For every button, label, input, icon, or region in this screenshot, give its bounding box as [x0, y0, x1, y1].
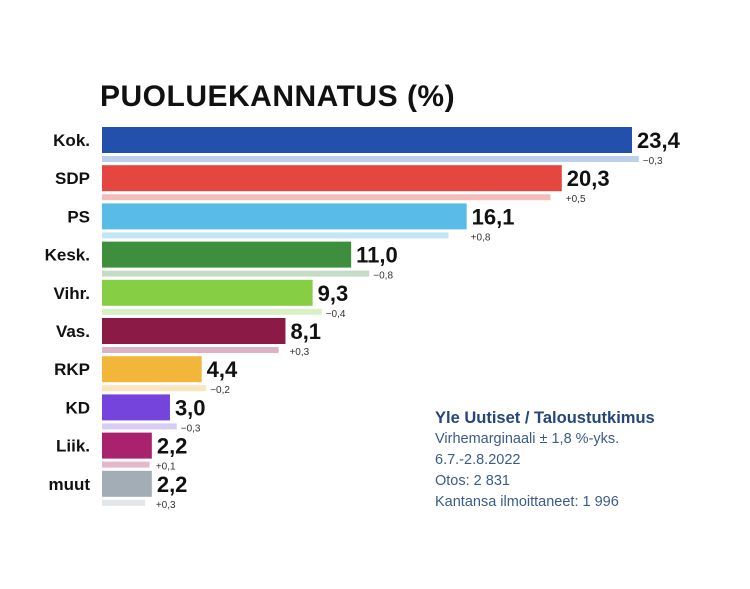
change-label: +0,1	[156, 462, 176, 473]
category-label: SDP	[55, 169, 90, 188]
category-label: muut	[48, 475, 90, 494]
value-label: 3,0	[175, 395, 206, 420]
value-label: 11,0	[356, 243, 398, 268]
value-label: 20,3	[567, 166, 610, 191]
value-label: 2,2	[157, 472, 188, 497]
previous-bar	[102, 385, 207, 392]
value-label: 8,1	[290, 319, 321, 344]
previous-bar	[102, 461, 150, 468]
bar	[102, 318, 286, 344]
category-label: Liik.	[56, 437, 90, 456]
category-label: Kok.	[53, 131, 90, 150]
bar	[102, 356, 202, 383]
source-box: Yle Uutiset / Taloustutkimus Virhemargin…	[435, 408, 655, 513]
value-label: 23,4	[637, 128, 681, 153]
change-label: +0,8	[471, 232, 491, 243]
value-label: 4,4	[207, 357, 238, 382]
bar	[102, 203, 467, 230]
value-label: 2,2	[157, 434, 188, 459]
bar	[102, 279, 313, 306]
change-label: +0,3	[289, 347, 309, 358]
value-label: 9,3	[318, 281, 349, 306]
sample-size: Otos: 2 831	[435, 473, 510, 489]
bar	[102, 470, 152, 497]
change-label: −0,3	[643, 156, 663, 167]
change-label: −0,8	[373, 271, 393, 282]
bar	[102, 127, 633, 153]
previous-bar	[102, 308, 322, 315]
respondents-count: Kantansa ilmoittaneet: 1 996	[435, 494, 619, 510]
value-label: 16,1	[472, 204, 515, 229]
change-label: +0,5	[566, 194, 586, 205]
category-label: Kesk.	[45, 246, 90, 265]
bar	[102, 165, 562, 192]
change-label: −0,3	[181, 423, 201, 434]
margin-of-error: Virhemarginaali ± 1,8 %-yks.	[435, 431, 620, 447]
previous-bar	[102, 270, 370, 277]
previous-bar	[102, 423, 177, 430]
category-label: RKP	[54, 360, 90, 379]
previous-bar	[102, 156, 639, 162]
bar	[102, 432, 152, 459]
bar	[102, 241, 352, 268]
change-label: +0,3	[156, 500, 176, 511]
category-label: KD	[65, 398, 90, 417]
chart-title: PUOLUEKANNATUS (%)	[100, 80, 456, 113]
previous-bar	[102, 194, 551, 201]
previous-bar	[102, 347, 279, 353]
source-title: Yle Uutiset / Taloustutkimus	[435, 409, 655, 427]
bar	[102, 394, 170, 421]
category-label: Vihr.	[53, 284, 90, 303]
category-label: PS	[67, 207, 90, 226]
previous-bar	[102, 499, 146, 506]
change-label: −0,4	[326, 309, 346, 320]
survey-period: 6.7.-2.8.2022	[435, 452, 521, 468]
change-label: −0,2	[210, 385, 230, 396]
category-label: Vas.	[56, 322, 90, 341]
previous-bar	[102, 232, 449, 239]
